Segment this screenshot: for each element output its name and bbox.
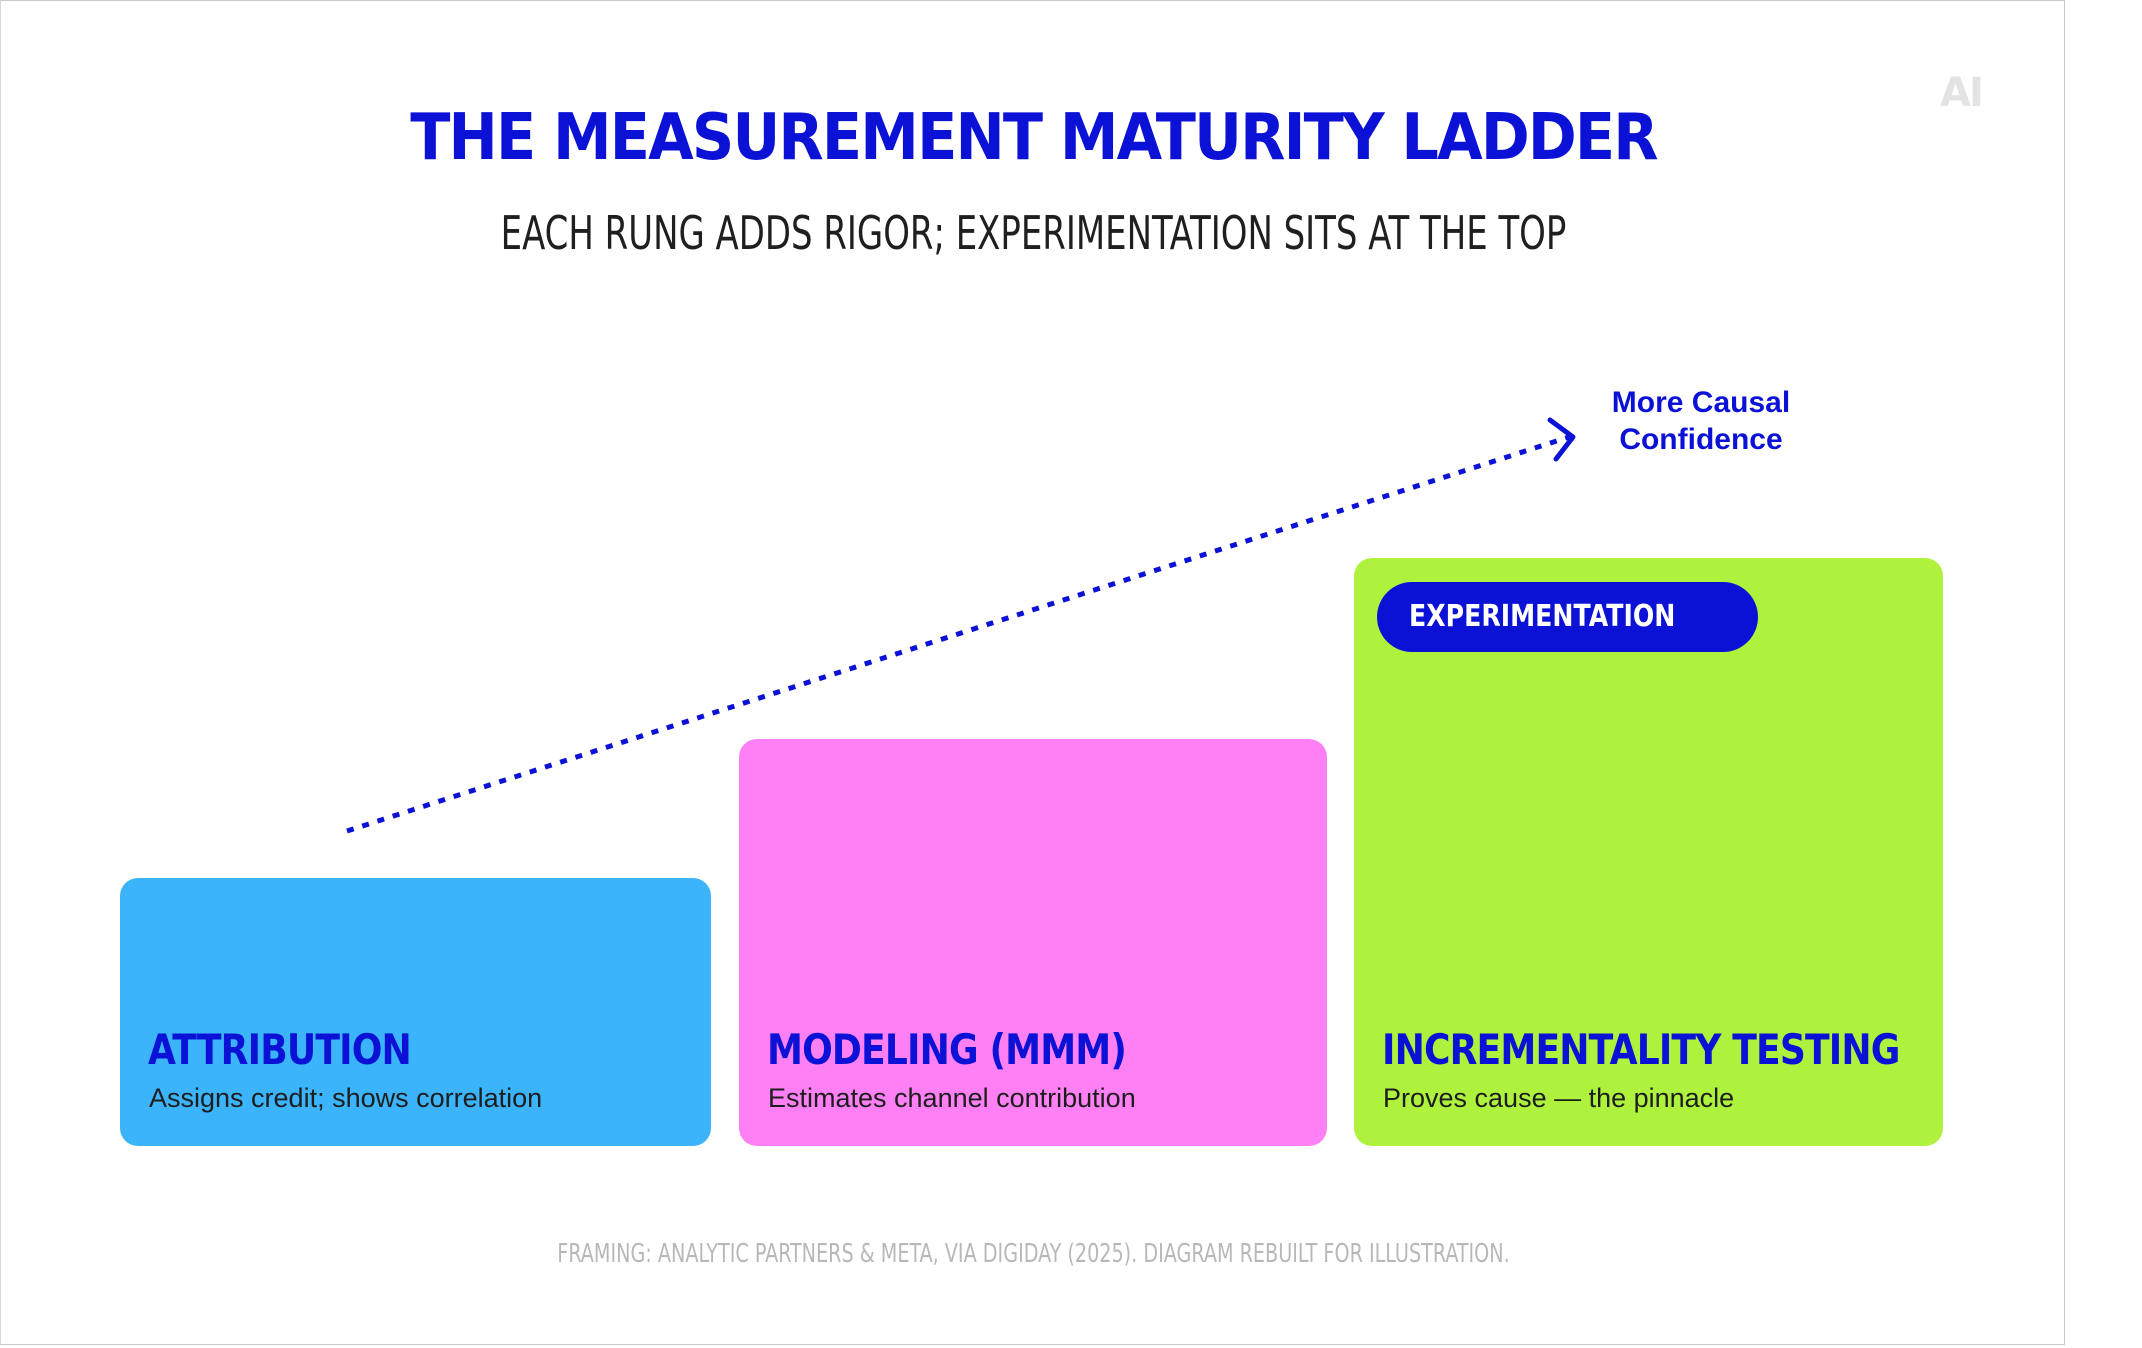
- rung-modeling: MODELING (MMM) Estimates channel contrib…: [739, 739, 1327, 1146]
- rung-incrementality-testing: EXPERIMENTATION INCREMENTALITY TESTING P…: [1354, 558, 1943, 1146]
- arrow-label-line-1: More Causal: [1611, 386, 1791, 419]
- page-title: THE MEASUREMENT MATURITY LADDER: [410, 101, 1658, 175]
- rung-title: INCREMENTALITY TESTING: [1382, 1025, 1900, 1074]
- rung-attribution: ATTRIBUTION Assigns credit; shows correl…: [120, 878, 711, 1146]
- rung-description: Proves cause — the pinnacle: [1383, 1083, 1735, 1113]
- source-footnote: FRAMING: ANALYTIC PARTNERS & META, VIA D…: [557, 1239, 1510, 1269]
- rung-description: Estimates channel contribution: [768, 1083, 1136, 1113]
- rung-title: ATTRIBUTION: [148, 1025, 412, 1074]
- experimentation-badge: EXPERIMENTATION: [1377, 582, 1759, 652]
- rung-description: Assigns credit; shows correlation: [149, 1083, 543, 1113]
- ai-logo: AI: [1940, 70, 1984, 116]
- rung-title: MODELING (MMM): [767, 1025, 1127, 1074]
- slide-frame: AI THE MEASUREMENT MATURITY LADDER EACH …: [0, 0, 2065, 1345]
- badge-label: EXPERIMENTATION: [1409, 599, 1676, 634]
- arrow-label-line-2: Confidence: [1619, 423, 1783, 456]
- arrow-label: More Causal Confidence: [1561, 384, 1841, 458]
- page-subtitle: EACH RUNG ADDS RIGOR; EXPERIMENTATION SI…: [500, 206, 1567, 260]
